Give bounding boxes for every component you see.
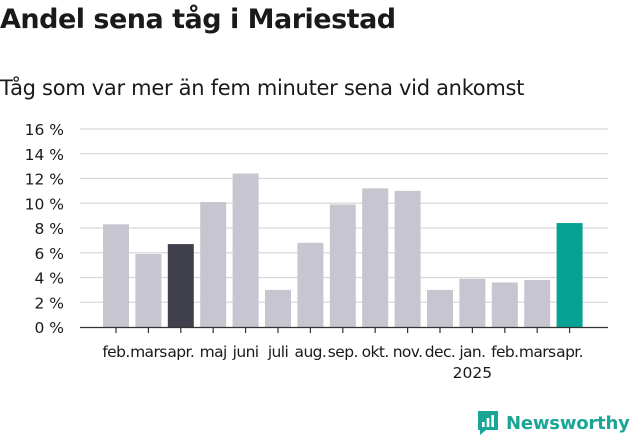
y-tick-label: 4 % — [34, 270, 64, 288]
x-tick-label: nov. — [393, 343, 423, 361]
x-tick-label: apr. — [556, 343, 583, 361]
x-year-label: 2025 — [453, 364, 492, 382]
x-tick-label: dec. — [425, 343, 455, 361]
chart-title: Andel sena tåg i Mariestad — [0, 4, 396, 35]
bars — [103, 173, 583, 327]
bar — [167, 244, 194, 327]
bar — [103, 224, 129, 327]
bar — [200, 202, 227, 327]
x-tick-label: okt. — [362, 343, 389, 361]
newsworthy-logo: Newsworthy — [476, 406, 630, 440]
x-tick-label: mars — [519, 343, 556, 361]
bar — [265, 289, 291, 327]
x-tick-label: sep. — [328, 343, 358, 361]
x-tick-label: juni — [232, 343, 259, 361]
y-tick-label: 10 % — [25, 195, 64, 213]
bar — [232, 173, 259, 327]
x-tick-label: juli — [267, 343, 288, 361]
y-tick-label: 12 % — [25, 171, 64, 189]
bar — [491, 282, 518, 327]
y-tick-label: 0 % — [34, 319, 64, 337]
bar — [394, 190, 421, 327]
newsworthy-logo-icon — [478, 411, 498, 435]
y-tick-label: 14 % — [25, 146, 64, 164]
bar — [459, 278, 486, 327]
bar — [427, 289, 453, 327]
bar — [362, 188, 389, 327]
x-axis — [80, 326, 608, 333]
x-tick-label: jan. — [458, 343, 485, 361]
bar — [297, 242, 324, 327]
x-tick-label: apr. — [167, 343, 194, 361]
x-tick-label: feb. — [102, 343, 129, 361]
bar — [135, 253, 162, 327]
brand-name: Newsworthy — [506, 412, 630, 434]
x-tick-label: feb. — [491, 343, 518, 361]
y-tick-label: 8 % — [34, 220, 64, 238]
y-tick-label: 16 % — [25, 121, 64, 139]
x-tick-label: maj — [200, 343, 227, 361]
x-tick-label: mars — [130, 343, 167, 361]
bar — [556, 223, 583, 327]
chart-subtitle: Tåg som var mer än fem minuter sena vid … — [0, 76, 525, 100]
x-tick-label: aug. — [295, 343, 327, 361]
y-axis-labels: 0 % 2 % 4 % 6 % 8 % 10 % 12 % 14 % 16 % — [25, 121, 64, 337]
bar — [524, 279, 551, 327]
y-tick-label: 6 % — [34, 245, 64, 263]
y-tick-label: 2 % — [34, 294, 64, 312]
bar — [329, 204, 356, 327]
x-axis-labels: feb. mars apr. maj juni juli aug. sep. okt. nov. d… — [102, 343, 583, 382]
